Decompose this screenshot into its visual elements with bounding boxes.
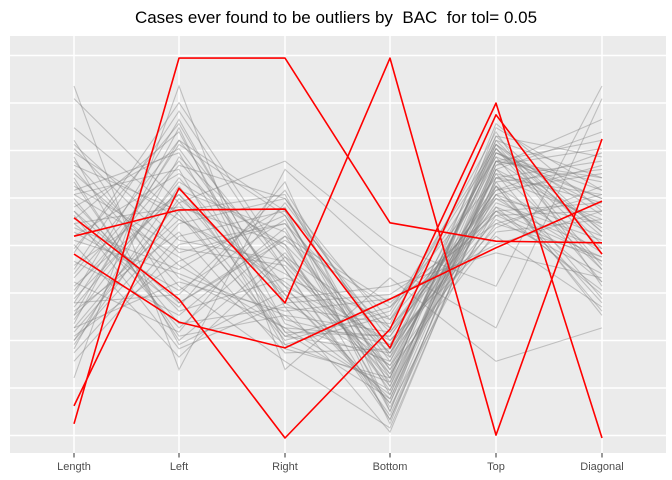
case-line xyxy=(73,139,603,396)
x-axis-labels: Length Left Right Bottom Top Diagonal xyxy=(57,461,624,473)
case-line xyxy=(73,176,603,320)
case-line xyxy=(73,147,603,363)
axis-label-right: Right xyxy=(272,461,298,473)
outlier-case-line xyxy=(73,102,603,439)
case-line xyxy=(73,126,603,346)
case-line xyxy=(73,189,603,359)
outlier-case-line xyxy=(73,200,603,349)
case-line xyxy=(73,177,603,308)
non-outlier-lines xyxy=(73,84,603,434)
case-line xyxy=(73,164,603,329)
case-line xyxy=(73,139,603,421)
case-line xyxy=(73,135,603,388)
case-line xyxy=(73,168,603,429)
case-line xyxy=(73,173,603,337)
outlier-case-line xyxy=(73,57,603,425)
case-line xyxy=(73,85,603,371)
axis-label-left: Left xyxy=(170,461,188,473)
outlier-case-line xyxy=(73,57,603,436)
case-line xyxy=(73,156,603,321)
case-line xyxy=(73,164,603,392)
outlier-case-line xyxy=(73,114,603,349)
case-line xyxy=(73,160,603,342)
case-line xyxy=(73,118,603,434)
case-line xyxy=(73,131,603,362)
axis-label-length: Length xyxy=(57,461,91,473)
x-axis-ticks xyxy=(73,453,603,458)
case-line xyxy=(73,152,603,337)
case-line xyxy=(73,156,603,388)
gridlines xyxy=(10,36,666,453)
case-line xyxy=(73,206,603,409)
case-line xyxy=(73,168,603,421)
case-line xyxy=(73,197,603,354)
case-line xyxy=(73,143,603,342)
case-line xyxy=(73,110,603,417)
case-line xyxy=(73,139,603,379)
case-line xyxy=(73,168,603,404)
case-line xyxy=(73,160,603,354)
case-line xyxy=(73,210,603,329)
outlier-lines xyxy=(73,57,603,439)
case-line xyxy=(73,193,603,350)
case-line xyxy=(73,101,603,375)
case-line xyxy=(73,189,603,375)
case-line xyxy=(73,148,603,413)
axis-label-top: Top xyxy=(487,461,505,473)
case-line xyxy=(73,193,603,358)
case-line xyxy=(73,122,603,367)
case-line xyxy=(73,197,603,350)
case-line xyxy=(73,140,603,304)
case-line xyxy=(73,185,603,342)
axis-label-diagonal: Diagonal xyxy=(580,461,623,473)
case-line xyxy=(73,85,603,287)
case-line xyxy=(73,193,603,346)
axis-label-bottom: Bottom xyxy=(373,461,408,473)
chart-title: Cases ever found to be outliers by BAC f… xyxy=(134,8,538,27)
case-line xyxy=(73,160,603,400)
case-line xyxy=(73,160,603,426)
case-line xyxy=(73,185,603,383)
case-line xyxy=(73,214,603,371)
case-line xyxy=(73,127,603,354)
case-line xyxy=(73,131,603,400)
case-line xyxy=(73,155,603,354)
